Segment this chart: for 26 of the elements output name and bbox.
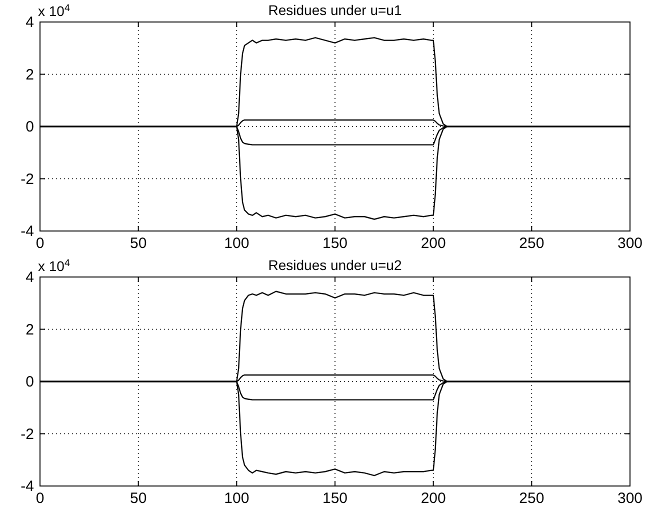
y-tick-label: 0 (26, 374, 34, 390)
x-tick-label: 100 (224, 235, 250, 252)
chart-title: Residues under u=u1 (268, 2, 402, 18)
x-tick-label: 300 (617, 235, 643, 252)
y-tick-label: 4 (26, 14, 34, 31)
x-tick-label: 250 (519, 235, 544, 252)
x-tick-label: 150 (322, 490, 348, 507)
y-tick-label: -2 (20, 170, 34, 188)
x-tick-label: 250 (519, 490, 544, 507)
y-tick-label: -4 (20, 223, 34, 240)
x-tick-label: 200 (420, 235, 446, 252)
chart-title: Residues under u=u2 (268, 257, 402, 273)
y-tick-label: 0 (26, 118, 34, 136)
y-tick-label: -4 (20, 478, 34, 495)
y-tick-label: 2 (26, 66, 34, 84)
y-tick-label: 4 (26, 269, 34, 286)
x-tick-label: 300 (617, 490, 643, 507)
y-tick-label: -2 (20, 426, 34, 443)
text: x 10$^{4}$ (38, 258, 70, 274)
y-tick-label: 2 (26, 321, 34, 338)
x-tick-label: 200 (420, 490, 446, 507)
text: x 10$^{4}$ (38, 2, 70, 19)
x-tick-label: 50 (130, 235, 147, 252)
x-tick-label: 150 (322, 235, 348, 252)
x-tick-label: 100 (224, 490, 250, 507)
x-tick-label: 50 (130, 490, 147, 507)
